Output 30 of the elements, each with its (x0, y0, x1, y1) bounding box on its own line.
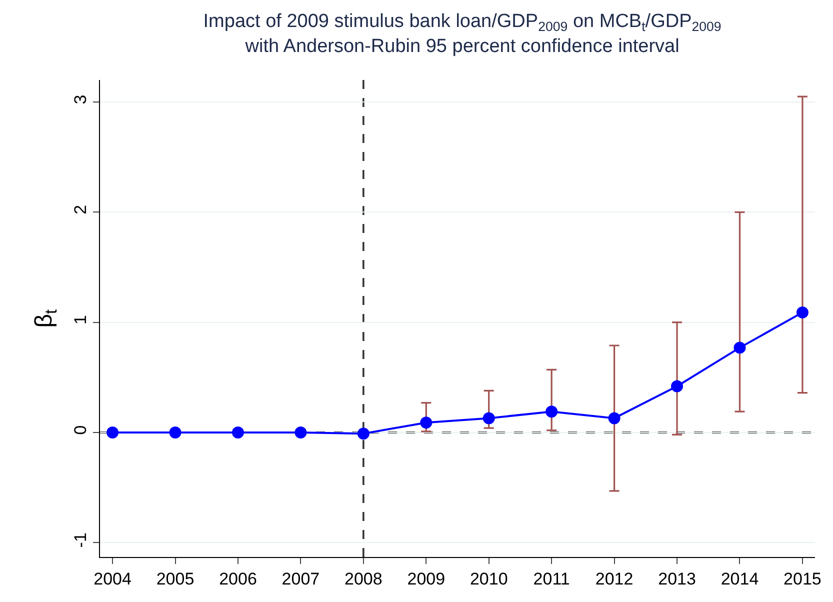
point (357, 428, 370, 440)
chart-title: Impact of 2009 stimulus bank loan/GDP$_{2009}$ on MCB$_{t}$/GDP$_{2009}$ with Anderson-Rubin 95 percent confidence interval (203, 11, 722, 57)
y-tick-label: 1 (71, 315, 90, 325)
x-tick-label: 2015 (784, 569, 822, 588)
x-tick-label: 2011 (533, 569, 570, 588)
y-tick-label: 0 (71, 425, 90, 435)
x-tick-label: 2014 (720, 569, 759, 588)
point (169, 426, 182, 439)
point (294, 426, 307, 439)
point (671, 380, 684, 392)
y-tick-label: -1 (71, 532, 90, 548)
x-tick-label: 2013 (658, 569, 696, 588)
x-tick-label: 2004 (94, 569, 132, 588)
x-tick-label: 2012 (595, 569, 634, 588)
x-tick-label: 2005 (156, 569, 194, 588)
point (232, 426, 244, 439)
point (608, 412, 620, 424)
point (482, 412, 495, 424)
y-tick-label: 3 (71, 94, 90, 104)
point (796, 306, 808, 318)
point (106, 426, 119, 439)
point (420, 416, 432, 429)
x-tick-label: 2006 (219, 569, 257, 588)
point (734, 342, 746, 354)
point (546, 406, 558, 418)
y-tick-label: 2 (71, 204, 90, 214)
x-tick-label: 2009 (407, 569, 446, 588)
x-tick-label: 2007 (282, 569, 320, 588)
x-tick-label: 2008 (344, 569, 382, 588)
x-tick-label: 2010 (470, 569, 508, 588)
